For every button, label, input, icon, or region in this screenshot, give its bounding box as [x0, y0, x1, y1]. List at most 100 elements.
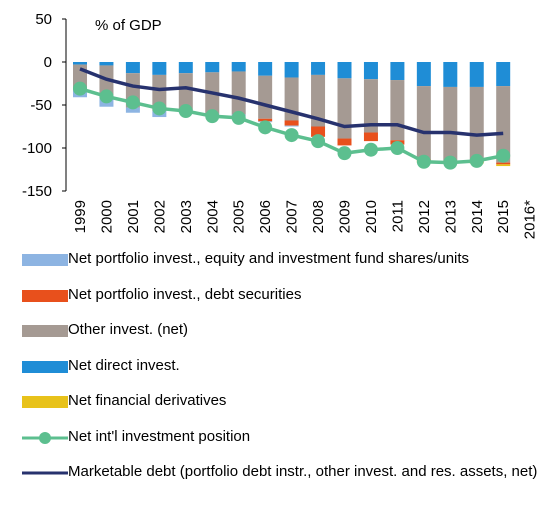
bar-segment — [152, 62, 167, 75]
legend-item: Net portfolio invest., equity and invest… — [20, 250, 550, 286]
bar-segment — [178, 73, 193, 111]
x-tick-label: 2012 — [416, 200, 433, 233]
legend-label: Net direct invest. — [68, 356, 180, 374]
bar-segment — [125, 62, 140, 74]
x-tick-label: 2008 — [310, 200, 327, 233]
x-tick-label: 2004 — [204, 200, 221, 233]
bar-segment — [496, 164, 511, 167]
x-tick-label: 2000 — [98, 200, 115, 233]
legend-marker — [39, 431, 51, 444]
bar-segment — [258, 75, 273, 119]
bar-segment — [443, 86, 458, 161]
bar-segment — [469, 86, 484, 161]
legend-box — [22, 360, 68, 373]
line-marker — [284, 128, 299, 143]
bar-segment — [258, 118, 273, 122]
bar-segment — [363, 132, 378, 142]
bar-segment — [443, 62, 458, 87]
bar-segment — [416, 62, 431, 87]
legend-label: Net financial derivatives — [68, 392, 227, 409]
legend-box — [22, 325, 68, 337]
x-tick-label: 2006 — [257, 200, 274, 233]
line-marker — [363, 142, 378, 157]
y-tick-label: -100 — [22, 140, 52, 157]
legend-box — [22, 396, 68, 408]
bar-segment — [390, 62, 405, 81]
bar-segment — [284, 125, 299, 127]
x-tick-label: 2001 — [125, 200, 142, 233]
legend-item: Net portfolio invest., debt securities — [20, 286, 550, 322]
line-marker — [152, 101, 167, 116]
x-tick-label: 2005 — [231, 200, 248, 233]
bar-segment — [73, 62, 87, 65]
line-marker — [469, 153, 484, 168]
x-tick-label: 2016* — [522, 200, 539, 239]
legend-item: Marketable debt (portfolio debt instr., … — [20, 463, 550, 499]
legend-label: Other invest. (net) — [68, 321, 189, 338]
legend-label: Net int'l investment position — [68, 427, 251, 445]
legend-swatch — [22, 325, 68, 337]
chart: % of GDP -150 -100 -50 0 50 1999 2000 2001 2002 2… — [22, 11, 539, 239]
bar-segment — [337, 78, 352, 139]
bar-segment — [152, 74, 167, 112]
y-tick-label: 0 — [44, 54, 52, 71]
bar-segment — [496, 62, 511, 87]
bar-segment — [496, 86, 511, 163]
x-tick-label: 1999 — [72, 200, 89, 233]
line-marker — [416, 154, 431, 169]
line-marker — [231, 110, 246, 125]
legend-item: Other invest. (net) — [20, 321, 550, 357]
bar-segment — [469, 62, 484, 87]
line-marker — [311, 134, 326, 149]
legend-swatch — [22, 431, 68, 444]
bar-segment — [337, 138, 352, 146]
bar-segment — [99, 65, 114, 99]
y-tick-label: -150 — [22, 183, 52, 200]
legend-item: Net financial derivatives — [20, 392, 550, 428]
bar-segment — [125, 107, 140, 113]
legend-swatch — [22, 289, 68, 302]
legend-item: Net direct invest. — [20, 357, 550, 393]
bar-segment — [416, 86, 431, 160]
legend-label: Net portfolio invest., debt securities — [68, 285, 302, 303]
line-marker — [73, 81, 87, 96]
legend-item: Net int'l investment position — [20, 428, 550, 464]
line-marker — [125, 95, 140, 110]
chart-title: % of GDP — [95, 17, 162, 34]
bar-segment — [231, 71, 246, 115]
bar-segment — [205, 62, 220, 73]
bar-segment — [311, 74, 326, 127]
legend-box — [22, 289, 68, 302]
line-marker — [496, 148, 511, 163]
bar-segment — [337, 62, 352, 79]
x-tick-label: 2013 — [442, 200, 459, 233]
y-tick-label: 50 — [35, 11, 52, 28]
legend-label: Marketable debt (portfolio debt instr., … — [68, 463, 538, 480]
legend-swatch — [22, 360, 68, 373]
bar-segment — [178, 62, 193, 74]
line-marker — [258, 120, 273, 135]
bar-segment — [311, 62, 326, 75]
legend-swatch — [22, 254, 68, 266]
line-marker — [390, 141, 405, 155]
x-tick-label: 2009 — [337, 200, 354, 233]
legend-box — [22, 254, 68, 266]
bar-segment — [99, 62, 114, 66]
legend-swatch — [22, 396, 68, 408]
bar-segment — [311, 126, 326, 137]
bar-segment — [284, 62, 299, 78]
line-marker — [443, 155, 458, 170]
x-tick-label: 2011 — [389, 200, 406, 232]
bar-segment — [258, 62, 273, 76]
bar-segment — [496, 162, 511, 165]
bar-segment — [363, 62, 378, 80]
line-series — [79, 67, 504, 137]
bar-segment — [284, 120, 299, 126]
x-tick-label: 2007 — [284, 200, 301, 233]
y-tick-label: -50 — [30, 97, 52, 114]
line-marker — [205, 109, 220, 124]
x-tick-label: 2002 — [151, 200, 168, 233]
x-tick-label: 2003 — [178, 200, 195, 233]
legend-swatch — [22, 471, 68, 475]
